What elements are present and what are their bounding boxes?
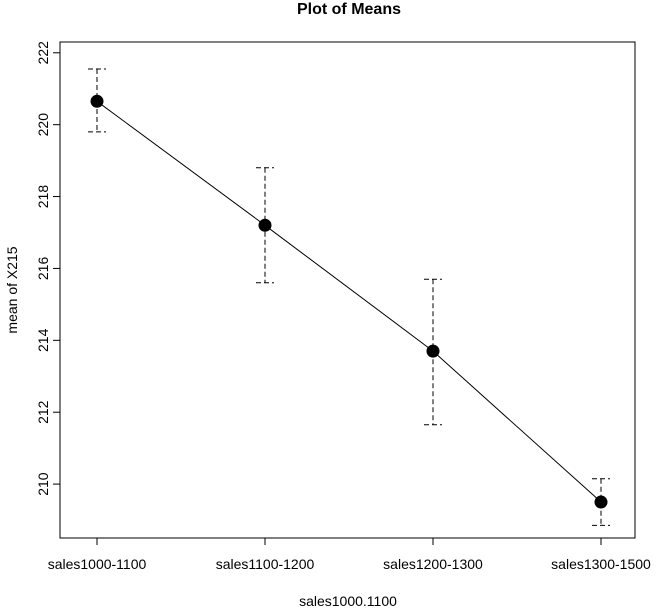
series-layer bbox=[88, 68, 610, 526]
y-tick-label: 210 bbox=[35, 472, 51, 496]
x-axis-label: sales1000.1100 bbox=[299, 593, 397, 609]
y-tick-label: 214 bbox=[35, 328, 51, 352]
x-axis: sales1000-1100 sales1100-1200 sales1200-13… bbox=[48, 538, 651, 572]
x-tick-label: sales1100-1200 bbox=[216, 556, 315, 572]
x-tick-label: sales1300-1500 bbox=[551, 556, 651, 572]
mean-point bbox=[426, 344, 440, 358]
y-tick-label: 216 bbox=[35, 257, 51, 281]
y-axis-label: mean of X215 bbox=[4, 246, 20, 333]
y-tick-label: 222 bbox=[35, 41, 51, 65]
plot-frame bbox=[59, 41, 636, 539]
means-line bbox=[96, 100, 602, 503]
mean-point bbox=[90, 94, 104, 108]
y-tick-label: 212 bbox=[35, 400, 51, 424]
x-tick-label: sales1200-1300 bbox=[383, 556, 483, 572]
y-tick-label: 218 bbox=[35, 185, 51, 209]
mean-point bbox=[594, 495, 608, 509]
x-tick-label: sales1000-1100 bbox=[48, 556, 147, 572]
chart-title: Plot of Means bbox=[297, 1, 401, 18]
mean-point bbox=[258, 218, 272, 232]
y-axis: 210 212 214 216 218 220 222 bbox=[35, 41, 60, 496]
y-tick-label: 220 bbox=[35, 113, 51, 137]
